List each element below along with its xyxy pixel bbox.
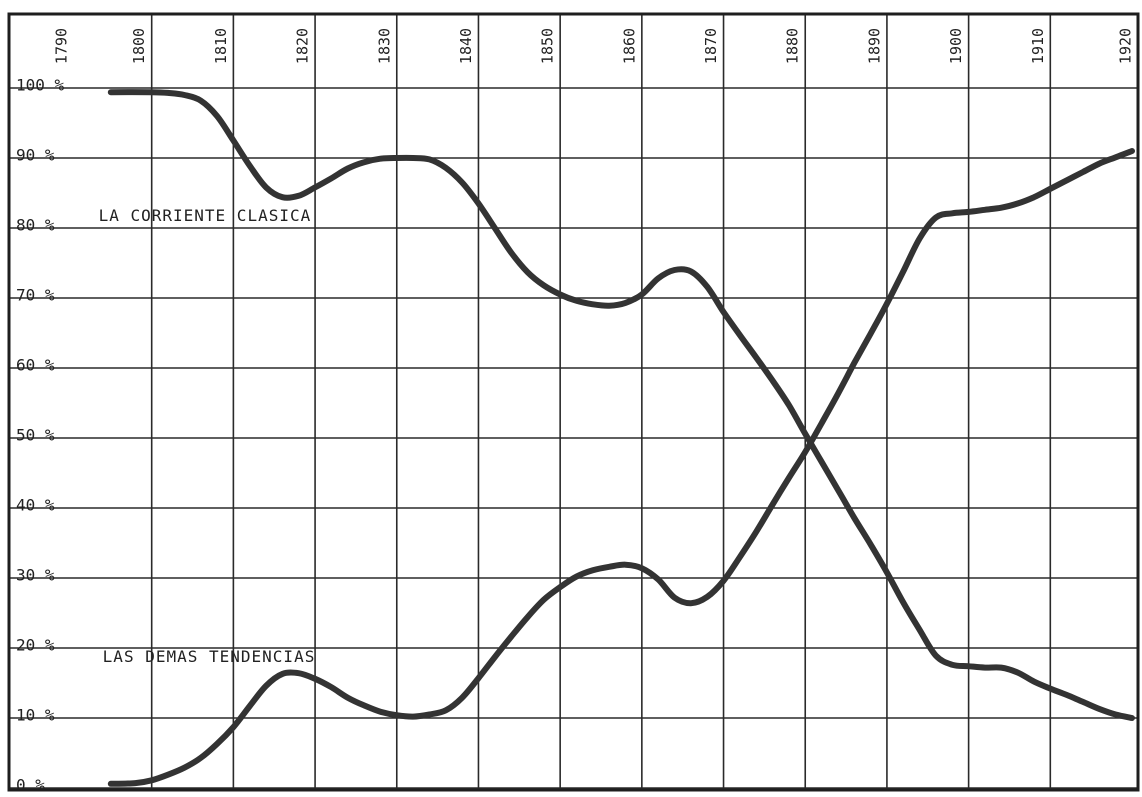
x-tick-label: 1870 <box>702 28 720 64</box>
x-tick-label: 1860 <box>620 28 638 64</box>
y-tick-label: 90 % <box>16 146 55 165</box>
y-tick-label: 10 % <box>16 706 55 725</box>
x-tick-label: 1900 <box>947 28 965 64</box>
annotations: LA CORRIENTE CLASICA LAS DEMAS TENDENCIAS <box>99 206 316 666</box>
gridlines <box>9 14 1138 790</box>
x-tick-label: 1880 <box>784 28 802 64</box>
series-line-demas-tendencias <box>107 148 1135 787</box>
x-tick-labels: 1790 1800 1810 1820 1830 1840 1850 1860 1870 1880… <box>53 28 1135 64</box>
x-tick-label: 1820 <box>294 28 312 64</box>
y-tick-label: 80 % <box>16 216 55 235</box>
x-tick-label: 1840 <box>457 28 475 64</box>
y-tick-label: 100 % <box>16 76 65 95</box>
x-tick-label: 1800 <box>130 28 148 64</box>
series-group <box>107 89 1135 787</box>
y-tick-label: 40 % <box>16 496 55 515</box>
y-tick-label: 60 % <box>16 356 55 375</box>
annotation-demas-tendencias: LAS DEMAS TENDENCIAS <box>103 647 316 666</box>
y-tick-label: 20 % <box>16 636 55 655</box>
chart-frame <box>7 12 1140 792</box>
x-tick-label: 1850 <box>539 28 557 64</box>
annotation-corriente-clasica: LA CORRIENTE CLASICA <box>99 206 312 225</box>
x-tick-label: 1920 <box>1117 28 1135 64</box>
x-tick-label: 1910 <box>1029 28 1047 64</box>
x-tick-label: 1830 <box>375 28 393 64</box>
y-tick-label: 70 % <box>16 286 55 305</box>
x-tick-label: 1790 <box>53 28 71 64</box>
series-line-corriente-clasica <box>107 89 1135 721</box>
y-tick-label: 0 % <box>16 776 45 795</box>
y-tick-label: 30 % <box>16 566 55 585</box>
y-tick-label: 50 % <box>16 426 55 445</box>
x-tick-label: 1810 <box>212 28 230 64</box>
x-tick-label: 1890 <box>865 28 883 64</box>
